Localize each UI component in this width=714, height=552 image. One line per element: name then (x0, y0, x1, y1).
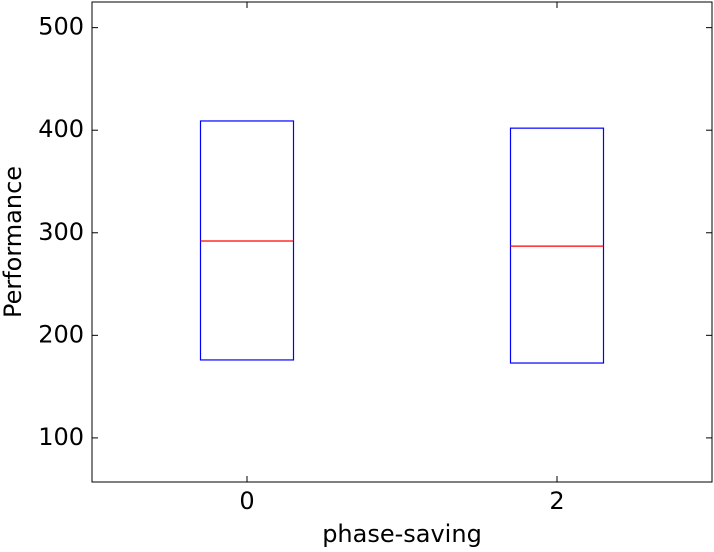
y-tick-label: 400 (38, 115, 84, 143)
y-tick-label: 500 (38, 13, 84, 41)
plot-frame (91, 1, 713, 483)
y-tick-label: 200 (38, 320, 84, 348)
y-tick-label: 100 (38, 423, 84, 451)
y-tick-label: 300 (38, 218, 84, 246)
x-tick-label: 0 (239, 487, 254, 515)
x-tick-label: 2 (549, 487, 564, 515)
y-axis-label: Performance (0, 166, 27, 318)
x-axis-label: phase-saving (322, 520, 482, 548)
